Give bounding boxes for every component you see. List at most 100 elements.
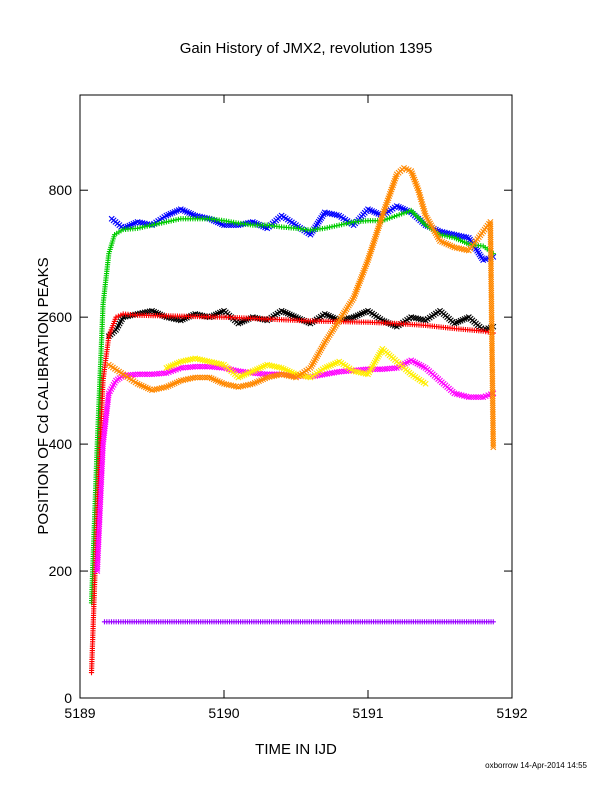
data-point — [153, 370, 160, 377]
data-point — [487, 232, 494, 239]
data-point — [379, 366, 386, 373]
series-3-markers — [105, 307, 497, 340]
data-point — [489, 382, 496, 389]
data-point — [336, 368, 343, 375]
data-point — [489, 395, 496, 402]
data-point — [487, 238, 494, 245]
data-point — [489, 364, 496, 371]
data-point — [96, 530, 102, 537]
series-7-markers — [105, 165, 497, 451]
data-point — [488, 331, 495, 338]
data-point — [488, 289, 495, 296]
data-point — [489, 408, 496, 415]
data-point — [489, 404, 496, 411]
data-point — [98, 467, 105, 474]
data-point — [488, 322, 495, 329]
data-point — [223, 222, 230, 229]
data-point — [94, 563, 101, 570]
data-point — [95, 545, 102, 552]
data-point — [489, 375, 496, 382]
data-point — [488, 265, 494, 272]
data-point — [488, 342, 495, 349]
y-tick-label: 200 — [49, 563, 73, 579]
data-point — [381, 366, 388, 372]
data-point — [97, 494, 104, 501]
data-point — [490, 422, 496, 429]
data-point — [488, 296, 495, 303]
data-point — [384, 216, 390, 222]
data-point — [489, 380, 496, 387]
data-point — [489, 355, 496, 362]
data-point — [488, 291, 495, 298]
data-point — [99, 450, 106, 457]
data-point — [96, 512, 103, 519]
data-point — [199, 363, 206, 370]
data-point — [488, 302, 495, 309]
data-point — [488, 294, 495, 301]
data-point — [225, 222, 232, 229]
series-layer — [88, 165, 497, 676]
y-axis-ticks: 0 200 400 600 800 — [49, 182, 512, 706]
data-point — [403, 209, 409, 215]
data-point — [95, 534, 102, 541]
data-point — [94, 568, 101, 575]
data-point — [98, 470, 105, 477]
data-point — [488, 276, 495, 283]
data-point — [489, 373, 496, 380]
y-tick-label: 0 — [64, 690, 72, 706]
data-point — [391, 213, 397, 220]
y-tick-label: 600 — [49, 309, 73, 325]
data-point — [98, 465, 105, 472]
data-point — [489, 393, 496, 400]
data-point — [488, 313, 495, 320]
data-point — [475, 394, 482, 401]
data-point — [488, 329, 495, 336]
y-tick-label: 400 — [49, 436, 73, 452]
data-point — [134, 371, 141, 378]
data-point — [137, 371, 143, 378]
data-point — [257, 370, 263, 377]
data-point — [94, 561, 101, 568]
data-point — [489, 391, 496, 398]
data-point — [489, 362, 496, 369]
data-point — [221, 222, 227, 229]
data-point — [94, 556, 101, 563]
data-point — [94, 565, 101, 572]
data-point — [490, 439, 497, 446]
data-point — [489, 397, 496, 404]
data-point — [489, 349, 496, 356]
data-point — [180, 364, 187, 371]
data-point — [487, 249, 494, 256]
data-point — [487, 252, 494, 259]
data-point — [95, 539, 102, 546]
data-point — [490, 424, 497, 431]
data-point — [487, 223, 494, 230]
data-point — [488, 320, 495, 327]
data-point — [490, 442, 497, 449]
data-point — [201, 363, 208, 370]
data-point — [487, 236, 494, 243]
data-point — [94, 554, 101, 561]
data-point — [146, 371, 153, 378]
data-point — [161, 370, 167, 377]
data-point — [487, 241, 494, 248]
data-point — [488, 327, 495, 334]
data-point — [488, 285, 495, 292]
data-point — [401, 210, 407, 216]
data-point — [96, 510, 103, 517]
data-point — [194, 363, 201, 370]
data-point — [399, 211, 405, 217]
data-point — [489, 344, 495, 351]
data-point — [132, 371, 139, 378]
data-point — [151, 371, 158, 378]
data-point — [389, 214, 395, 220]
series-8-markers — [101, 619, 496, 625]
data-point — [489, 353, 496, 360]
data-point — [96, 523, 103, 530]
data-point — [98, 485, 105, 492]
data-point — [488, 333, 495, 340]
data-point — [99, 456, 106, 463]
data-point — [185, 364, 191, 371]
data-point — [488, 340, 495, 347]
data-point — [99, 452, 106, 459]
